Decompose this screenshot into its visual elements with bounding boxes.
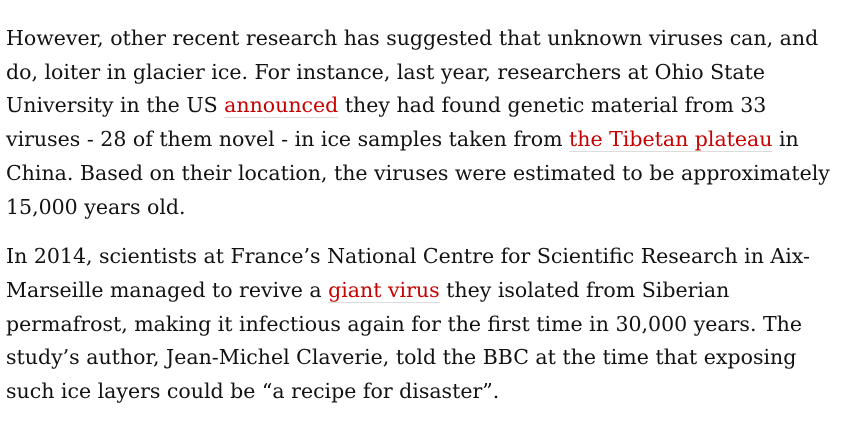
paragraph-viruses-glacier-ice: However, other recent research has sugge…	[6, 22, 846, 224]
paragraph-text: they had found genetic material from 33 …	[6, 93, 767, 152]
tibetan-plateau-link[interactable]: the Tibetan plateau	[569, 127, 773, 153]
paragraph-text: In 2014, scientists at France’s National…	[6, 244, 810, 302]
paragraph-text: However, other recent research has sugge…	[6, 26, 819, 118]
paragraph-text: in China. Based on their location, the v…	[6, 127, 830, 219]
paragraph-giant-virus: In 2014, scientists at France’s National…	[6, 240, 846, 409]
paragraph-text: they isolated from Siberian permafrost, …	[6, 277, 802, 404]
article-body: However, other recent research has sugge…	[6, 22, 846, 425]
giant-virus-link[interactable]: giant virus	[328, 277, 440, 303]
announced-link[interactable]: announced	[224, 93, 339, 119]
